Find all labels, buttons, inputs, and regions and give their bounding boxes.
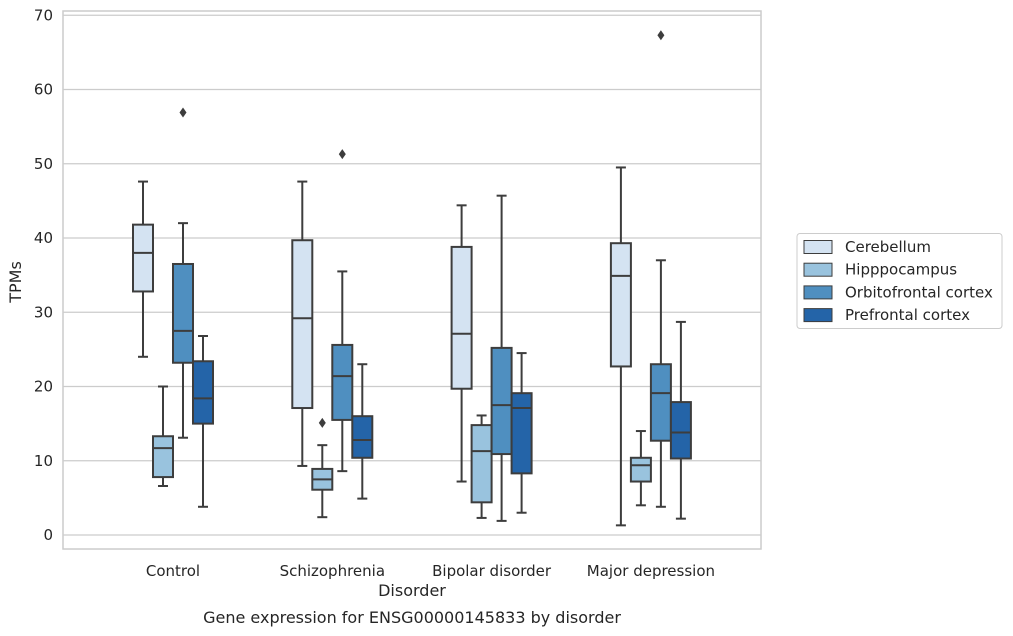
box-3-3: [669, 320, 692, 520]
legend: Cerebellum Hipppocampus Orbitofrontal cort…: [796, 233, 1003, 329]
box-2-0: [450, 204, 473, 483]
x-tick-label: Bipolar disorder: [432, 562, 552, 580]
box-1-1: [311, 417, 334, 519]
box-0-1: [152, 385, 174, 487]
iqr-box: [152, 435, 174, 479]
box-3-2: [649, 30, 672, 508]
y-tick-label: 60: [34, 81, 53, 99]
iqr-box: [192, 360, 214, 425]
x-axis-title: Disorder: [378, 581, 446, 600]
outlier-point: [318, 417, 326, 428]
outlier-point: [657, 30, 665, 41]
box-0-2: [172, 107, 194, 439]
box-2-1: [470, 414, 493, 519]
x-tick-label: Schizophrenia: [280, 562, 385, 580]
legend-label: Orbitofrontal cortex: [845, 283, 993, 301]
boxes: [132, 30, 692, 527]
legend-frame: [796, 233, 1003, 329]
legend-swatch: [803, 308, 833, 323]
iqr-box: [291, 239, 314, 410]
x-tick-label: Control: [146, 562, 200, 580]
box-2-2: [490, 194, 513, 522]
y-tick-label: 20: [34, 378, 53, 396]
legend-swatch: [803, 240, 833, 254]
iqr-box: [510, 392, 533, 475]
outlier-point: [338, 149, 346, 160]
iqr-box: [172, 262, 194, 364]
y-tick-label: 70: [34, 6, 53, 24]
box-3-1: [629, 430, 652, 507]
y-tick-label: 40: [34, 229, 53, 247]
iqr-box: [331, 343, 354, 421]
iqr-box: [490, 346, 513, 456]
y-tick-label: 30: [34, 303, 53, 321]
box-1-0: [291, 180, 314, 467]
legend-swatch: [803, 285, 833, 300]
y-axis-title: TPMs: [6, 261, 25, 304]
box-1-3: [351, 363, 374, 500]
outlier-point: [179, 107, 187, 118]
box-2-3: [510, 352, 533, 514]
legend-label: Hipppocampus: [845, 261, 957, 279]
x-tick-labels: Control Schizophrenia Bipolar disorder Majo…: [146, 562, 715, 580]
iqr-box: [351, 415, 374, 459]
y-tick-labels: 0 10 20 30 40 50 60 70: [34, 6, 53, 544]
chart-caption: Gene expression for ENSG00000145833 by d…: [203, 608, 621, 627]
iqr-box: [132, 223, 154, 293]
box-1-2: [331, 149, 354, 473]
legend-label: Prefrontal cortex: [845, 306, 970, 324]
plot-area-frame: [62, 10, 762, 550]
box-3-0: [609, 166, 632, 527]
iqr-box: [649, 363, 672, 442]
x-tick-label: Major depression: [587, 562, 715, 580]
iqr-box: [609, 242, 632, 368]
legend-swatch: [803, 262, 833, 277]
box-0-3: [192, 335, 214, 508]
y-tick-label: 10: [34, 452, 53, 470]
iqr-box: [629, 456, 652, 483]
iqr-box: [470, 424, 493, 504]
y-tick-label: 0: [43, 526, 53, 544]
y-tick-label: 50: [34, 155, 53, 173]
iqr-box: [450, 245, 473, 390]
legend-label: Cerebellum: [845, 238, 931, 256]
box-0-0: [132, 180, 154, 358]
iqr-box: [669, 401, 692, 460]
